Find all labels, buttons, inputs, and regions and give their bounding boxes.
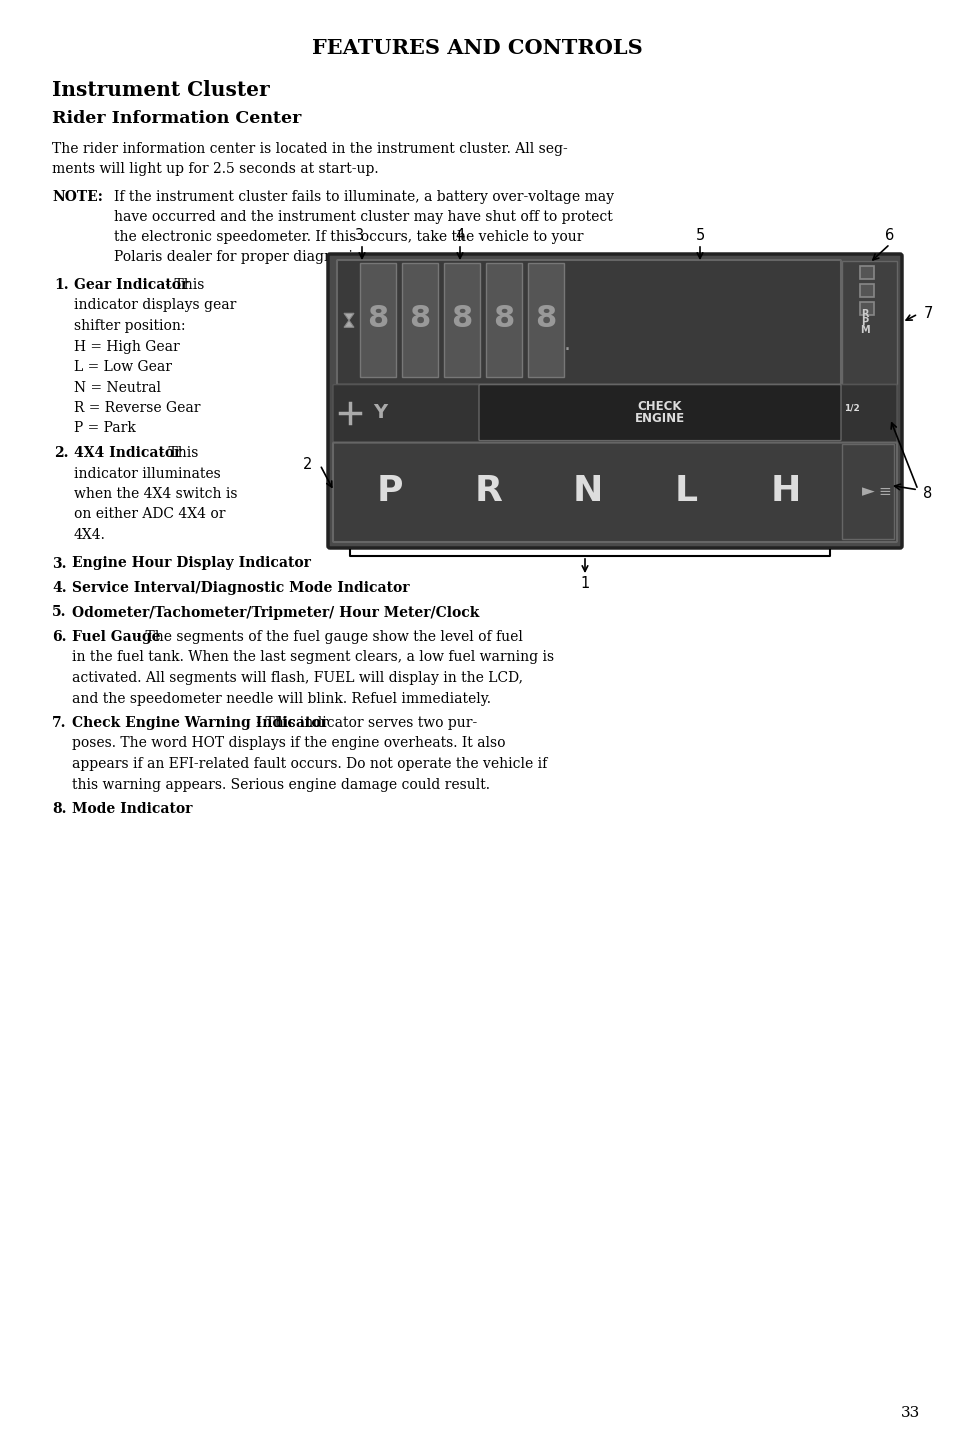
Text: .: . bbox=[563, 334, 571, 355]
Text: Mode Indicator: Mode Indicator bbox=[71, 803, 193, 816]
Text: R = Reverse Gear: R = Reverse Gear bbox=[74, 401, 200, 414]
Text: Polaris dealer for proper diagnosis.: Polaris dealer for proper diagnosis. bbox=[113, 250, 364, 265]
Text: poses. The word HOT displays if the engine overheats. It also: poses. The word HOT displays if the engi… bbox=[71, 737, 505, 750]
Text: 8: 8 bbox=[493, 304, 514, 333]
Text: R: R bbox=[474, 474, 502, 509]
Text: 8: 8 bbox=[451, 304, 472, 333]
Text: ►: ► bbox=[861, 483, 874, 500]
Text: when the 4X4 switch is: when the 4X4 switch is bbox=[74, 487, 237, 502]
Text: CHECK: CHECK bbox=[638, 400, 681, 413]
Text: Check Engine Warning Indicator: Check Engine Warning Indicator bbox=[71, 715, 328, 730]
Text: 8: 8 bbox=[367, 304, 388, 333]
Text: 1: 1 bbox=[579, 576, 589, 592]
Bar bbox=[359, 263, 395, 377]
FancyBboxPatch shape bbox=[333, 385, 896, 442]
Text: 5: 5 bbox=[695, 228, 704, 243]
Text: 3.: 3. bbox=[52, 557, 67, 570]
Text: 33: 33 bbox=[900, 1406, 919, 1421]
Bar bbox=[443, 263, 479, 377]
Text: 7.: 7. bbox=[52, 715, 67, 730]
Text: 8.: 8. bbox=[52, 803, 67, 816]
Text: 2.: 2. bbox=[54, 446, 69, 459]
Text: 6.: 6. bbox=[52, 630, 67, 644]
Text: 1.: 1. bbox=[54, 278, 69, 292]
Text: ENGINE: ENGINE bbox=[635, 411, 684, 425]
Text: If the instrument cluster fails to illuminate, a battery over-voltage may: If the instrument cluster fails to illum… bbox=[113, 190, 614, 204]
Text: H: H bbox=[769, 474, 800, 509]
Text: FEATURES AND CONTROLS: FEATURES AND CONTROLS bbox=[312, 38, 641, 58]
Text: 3: 3 bbox=[355, 228, 364, 243]
Polygon shape bbox=[344, 313, 354, 320]
Text: indicator displays gear: indicator displays gear bbox=[74, 298, 236, 313]
Text: P: P bbox=[860, 317, 867, 327]
Text: shifter position:: shifter position: bbox=[74, 318, 185, 333]
Text: 8: 8 bbox=[409, 304, 430, 333]
Text: on either ADC 4X4 or: on either ADC 4X4 or bbox=[74, 507, 225, 522]
Text: L = Low Gear: L = Low Gear bbox=[74, 361, 172, 374]
Text: The rider information center is located in the instrument cluster. All seg-: The rider information center is located … bbox=[52, 142, 567, 156]
Bar bbox=[527, 263, 563, 377]
Text: P = Park: P = Park bbox=[74, 422, 135, 436]
Bar bbox=[401, 263, 437, 377]
Text: Rider Information Center: Rider Information Center bbox=[52, 111, 301, 126]
Text: NOTE:: NOTE: bbox=[52, 190, 103, 204]
Polygon shape bbox=[344, 320, 354, 327]
Text: Service Interval/Diagnostic Mode Indicator: Service Interval/Diagnostic Mode Indicat… bbox=[71, 582, 409, 595]
Text: L: L bbox=[675, 474, 698, 509]
Bar bbox=[841, 262, 896, 384]
FancyBboxPatch shape bbox=[333, 442, 896, 542]
Text: in the fuel tank. When the last segment clears, a low fuel warning is: in the fuel tank. When the last segment … bbox=[71, 650, 554, 664]
Text: Gear Indicator: Gear Indicator bbox=[74, 278, 188, 292]
Text: ≡: ≡ bbox=[878, 484, 890, 499]
Text: N: N bbox=[572, 474, 602, 509]
Text: 4: 4 bbox=[455, 228, 464, 243]
Text: the electronic speedometer. If this occurs, take the vehicle to your: the electronic speedometer. If this occu… bbox=[113, 230, 583, 244]
Text: appears if an EFI-related fault occurs. Do not operate the vehicle if: appears if an EFI-related fault occurs. … bbox=[71, 758, 547, 771]
Bar bbox=[859, 302, 873, 316]
Text: Engine Hour Display Indicator: Engine Hour Display Indicator bbox=[71, 557, 311, 570]
Text: and the speedometer needle will blink. Refuel immediately.: and the speedometer needle will blink. R… bbox=[71, 692, 491, 705]
Text: N = Neutral: N = Neutral bbox=[74, 381, 161, 394]
Text: 4.: 4. bbox=[52, 582, 67, 595]
FancyBboxPatch shape bbox=[478, 385, 841, 441]
Text: 1/2: 1/2 bbox=[843, 403, 859, 411]
Text: 8: 8 bbox=[535, 304, 556, 333]
Text: H = High Gear: H = High Gear bbox=[74, 339, 179, 353]
Text: activated. All segments will flash, FUEL will display in the LCD,: activated. All segments will flash, FUEL… bbox=[71, 670, 522, 685]
Text: 8: 8 bbox=[923, 486, 932, 502]
Text: - This: - This bbox=[161, 278, 204, 292]
Text: 4X4.: 4X4. bbox=[74, 528, 106, 542]
Text: 2: 2 bbox=[303, 458, 313, 473]
Bar bbox=[841, 443, 893, 539]
Text: Y: Y bbox=[373, 403, 387, 422]
Text: 7: 7 bbox=[923, 307, 932, 321]
Bar bbox=[859, 266, 873, 279]
Text: - The segments of the fuel gauge show the level of fuel: - The segments of the fuel gauge show th… bbox=[132, 630, 522, 644]
Bar bbox=[859, 284, 873, 297]
Text: 5.: 5. bbox=[52, 605, 67, 619]
Text: 4X4 Indicator: 4X4 Indicator bbox=[74, 446, 181, 459]
Text: ments will light up for 2.5 seconds at start-up.: ments will light up for 2.5 seconds at s… bbox=[52, 163, 378, 176]
Text: - This: - This bbox=[154, 446, 198, 459]
Text: R: R bbox=[860, 310, 867, 320]
Text: Odometer/Tachometer/Tripmeter/ Hour Meter/Clock: Odometer/Tachometer/Tripmeter/ Hour Mete… bbox=[71, 605, 478, 619]
Text: - This indicator serves two pur-: - This indicator serves two pur- bbox=[252, 715, 476, 730]
Text: P: P bbox=[375, 474, 402, 509]
Text: 6: 6 bbox=[884, 228, 894, 243]
Text: M: M bbox=[859, 326, 868, 336]
Text: Instrument Cluster: Instrument Cluster bbox=[52, 80, 270, 100]
Text: indicator illuminates: indicator illuminates bbox=[74, 467, 220, 480]
Text: Fuel Gauge: Fuel Gauge bbox=[71, 630, 160, 644]
FancyBboxPatch shape bbox=[328, 254, 901, 548]
Text: this warning appears. Serious engine damage could result.: this warning appears. Serious engine dam… bbox=[71, 778, 490, 791]
FancyBboxPatch shape bbox=[336, 260, 841, 385]
Text: have occurred and the instrument cluster may have shut off to protect: have occurred and the instrument cluster… bbox=[113, 209, 612, 224]
Bar bbox=[485, 263, 521, 377]
